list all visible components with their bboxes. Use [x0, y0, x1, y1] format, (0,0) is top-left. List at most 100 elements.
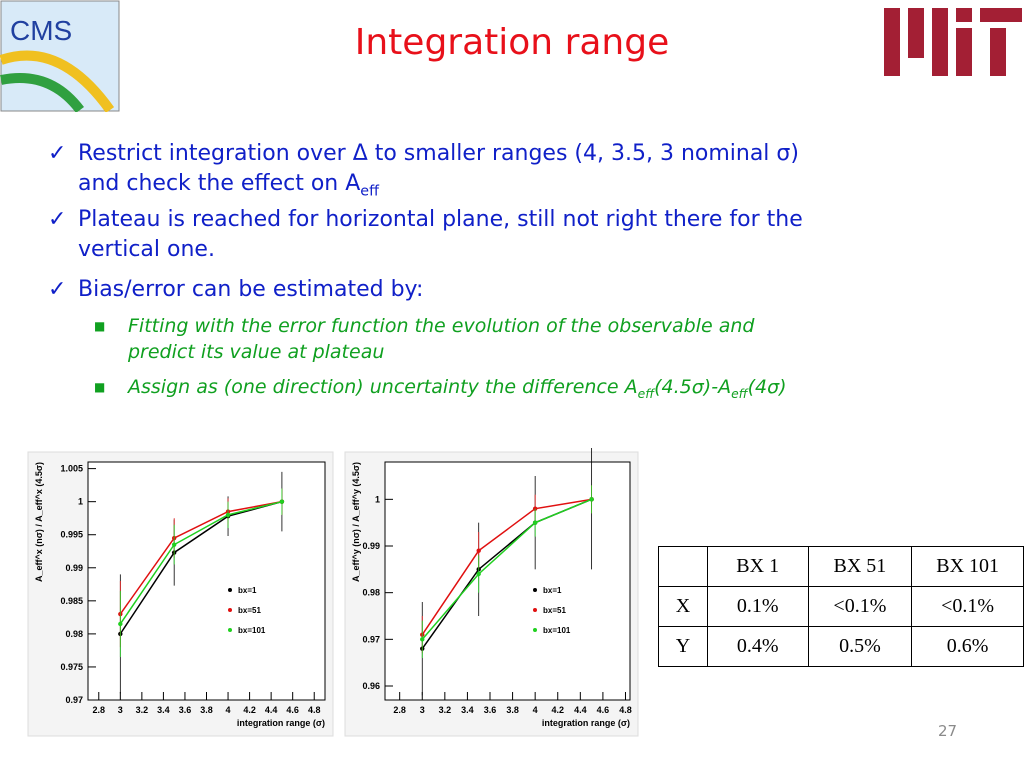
- charts: 2.8 3 3.2 3.4 3.6 3.8 4 4.2 4.4 4.6 4.8 0.97 0.975 0.…: [27, 448, 639, 737]
- series-line: [421, 498, 592, 636]
- bullet-line: Bias/error can be estimated by:: [78, 275, 423, 305]
- header-cell: BX 101: [911, 546, 1024, 587]
- x-axis-label: integration range (σ): [237, 718, 325, 728]
- y-tick-label: 0.985: [60, 596, 83, 606]
- bullet-text: Fitting with the error function the evol…: [128, 315, 755, 337]
- logo-arc: [0, 50, 115, 112]
- data-point: [420, 637, 425, 642]
- y-tick-label: 0.975: [60, 662, 83, 672]
- legend-marker: [228, 628, 232, 632]
- y-axis-label: A_eff^x (nσ) / A_eff^x (4.5σ): [34, 462, 44, 582]
- bullet-text: Plateau is reached for horizontal plane,…: [78, 207, 803, 232]
- x-tick-label: 3.2: [136, 705, 149, 715]
- y-tick-label: 1.005: [60, 464, 83, 474]
- x-tick-label: 2.8: [93, 705, 106, 715]
- x-axis-label: integration range (σ): [542, 718, 630, 728]
- bullet-line: and check the effect on Aeff: [78, 169, 799, 206]
- series-line: [119, 500, 283, 625]
- x-tick-label: 3.6: [484, 705, 497, 715]
- bullet-line: Plateau is reached for horizontal plane,…: [78, 205, 803, 235]
- bullet-text: Restrict integration over Δ to smaller r…: [78, 141, 799, 166]
- y-tick-label: 1: [375, 494, 380, 504]
- bullet-marker: ✓: [48, 207, 67, 232]
- bullet-text: (4.5σ)-A: [654, 376, 732, 398]
- mit-logo: [884, 8, 1022, 76]
- legend-marker: [533, 588, 537, 592]
- bullet-line: Assign as (one direction) uncertainty th…: [128, 374, 787, 407]
- legend-marker: [533, 608, 537, 612]
- header-cell: BX 1: [706, 546, 809, 587]
- bullet-marker: ✓: [48, 141, 67, 166]
- data-point: [476, 571, 481, 577]
- subscript: eff: [731, 386, 748, 401]
- x-tick-label: 4.6: [286, 705, 299, 715]
- bullet-marker: ■: [94, 319, 106, 333]
- x-tick-label: 4: [226, 705, 231, 715]
- x-tick-label: 3.8: [506, 705, 519, 715]
- y-tick-label: 0.98: [362, 588, 380, 598]
- x-tick-label: 3.4: [157, 705, 170, 715]
- data-point: [279, 499, 285, 504]
- x-tick-label: 4.4: [574, 705, 587, 715]
- table-row: Y 0.4% 0.5% 0.6%: [658, 626, 1024, 667]
- table-cell: 0.1%: [706, 586, 809, 627]
- bullet-text: Bias/error can be estimated by:: [78, 277, 424, 302]
- data-point: [532, 520, 538, 525]
- legend-marker: [533, 628, 537, 632]
- bullet-text: Assign as (one direction) uncertainty th…: [128, 376, 638, 398]
- table-cell: <0.1%: [807, 586, 913, 627]
- bullet-text: (4σ): [747, 376, 787, 398]
- x-tick-label: 4.8: [619, 705, 632, 715]
- plot-area: [384, 461, 631, 701]
- legend-label: bx=1: [238, 586, 257, 595]
- x-tick-label: 4: [533, 705, 538, 715]
- legend-label: bx=101: [543, 626, 571, 635]
- bullet-text: predict its value at plateau: [128, 341, 385, 363]
- result-table: BX 1 BX 51 BX 101 X 0.1% <0.1% <0.1% Y 0.4% 0.5% 0…: [658, 546, 1024, 667]
- bullet-line: vertical one.: [78, 235, 803, 265]
- y-tick-label: 0.99: [362, 541, 380, 551]
- y-tick-label: 1: [78, 497, 83, 507]
- table-cell: 0.6%: [911, 626, 1024, 667]
- table-cell: 0.4%: [706, 626, 809, 667]
- sub-bullet: ■ Fitting with the error function the evo…: [94, 313, 754, 365]
- data-point: [118, 621, 123, 627]
- bullet: ✓ Restrict integration over Δ to smaller …: [48, 139, 799, 206]
- bullet-marker: ✓: [48, 277, 67, 302]
- y-tick-label: 0.96: [362, 681, 380, 691]
- x-tick-label: 4.2: [551, 705, 564, 715]
- bullet-line: predict its value at plateau: [128, 339, 754, 365]
- data-point: [476, 548, 481, 553]
- table-cell: 0.5%: [807, 626, 913, 667]
- bullet-text: vertical one.: [78, 237, 215, 262]
- logo-arc: [0, 73, 84, 112]
- sub-bullet: ■ Assign as (one direction) uncertainty t…: [94, 374, 787, 407]
- x-tick-label: 4.2: [243, 705, 256, 715]
- bullet-line: Restrict integration over Δ to smaller r…: [78, 139, 799, 169]
- table-cell: Y: [658, 626, 708, 667]
- x-tick-label: 3.2: [439, 705, 452, 715]
- y-axis-label: A_eff^y (nσ) / A_eff^y (4.5σ): [351, 462, 361, 582]
- logo-text: CMS: [10, 15, 72, 46]
- bullet-line: Fitting with the error function the evol…: [128, 313, 754, 339]
- table-row: BX 1 BX 51 BX 101: [658, 546, 1024, 587]
- series-line: [421, 498, 592, 640]
- legend-label: bx=1: [543, 586, 562, 595]
- x-tick-label: 3.6: [179, 705, 192, 715]
- subscript: eff: [360, 183, 379, 200]
- table-cell: <0.1%: [911, 586, 1024, 627]
- table-row: X 0.1% <0.1% <0.1%: [658, 586, 1024, 627]
- data-point: [171, 542, 177, 547]
- bullet-text: and check the effect on A: [78, 171, 361, 196]
- bullet-marker: ■: [94, 380, 106, 394]
- mit-bars: [884, 8, 1022, 76]
- y-tick-label: 0.98: [65, 629, 83, 639]
- x-tick-label: 4.6: [597, 705, 610, 715]
- legend-label: bx=51: [238, 606, 261, 615]
- bullet: ✓ Bias/error can be estimated by:: [48, 275, 423, 305]
- header-cell: BX 51: [807, 546, 913, 587]
- legend-label: bx=51: [543, 606, 566, 615]
- slide-title: Integration range: [354, 22, 670, 63]
- legend-label: bx=101: [238, 626, 266, 635]
